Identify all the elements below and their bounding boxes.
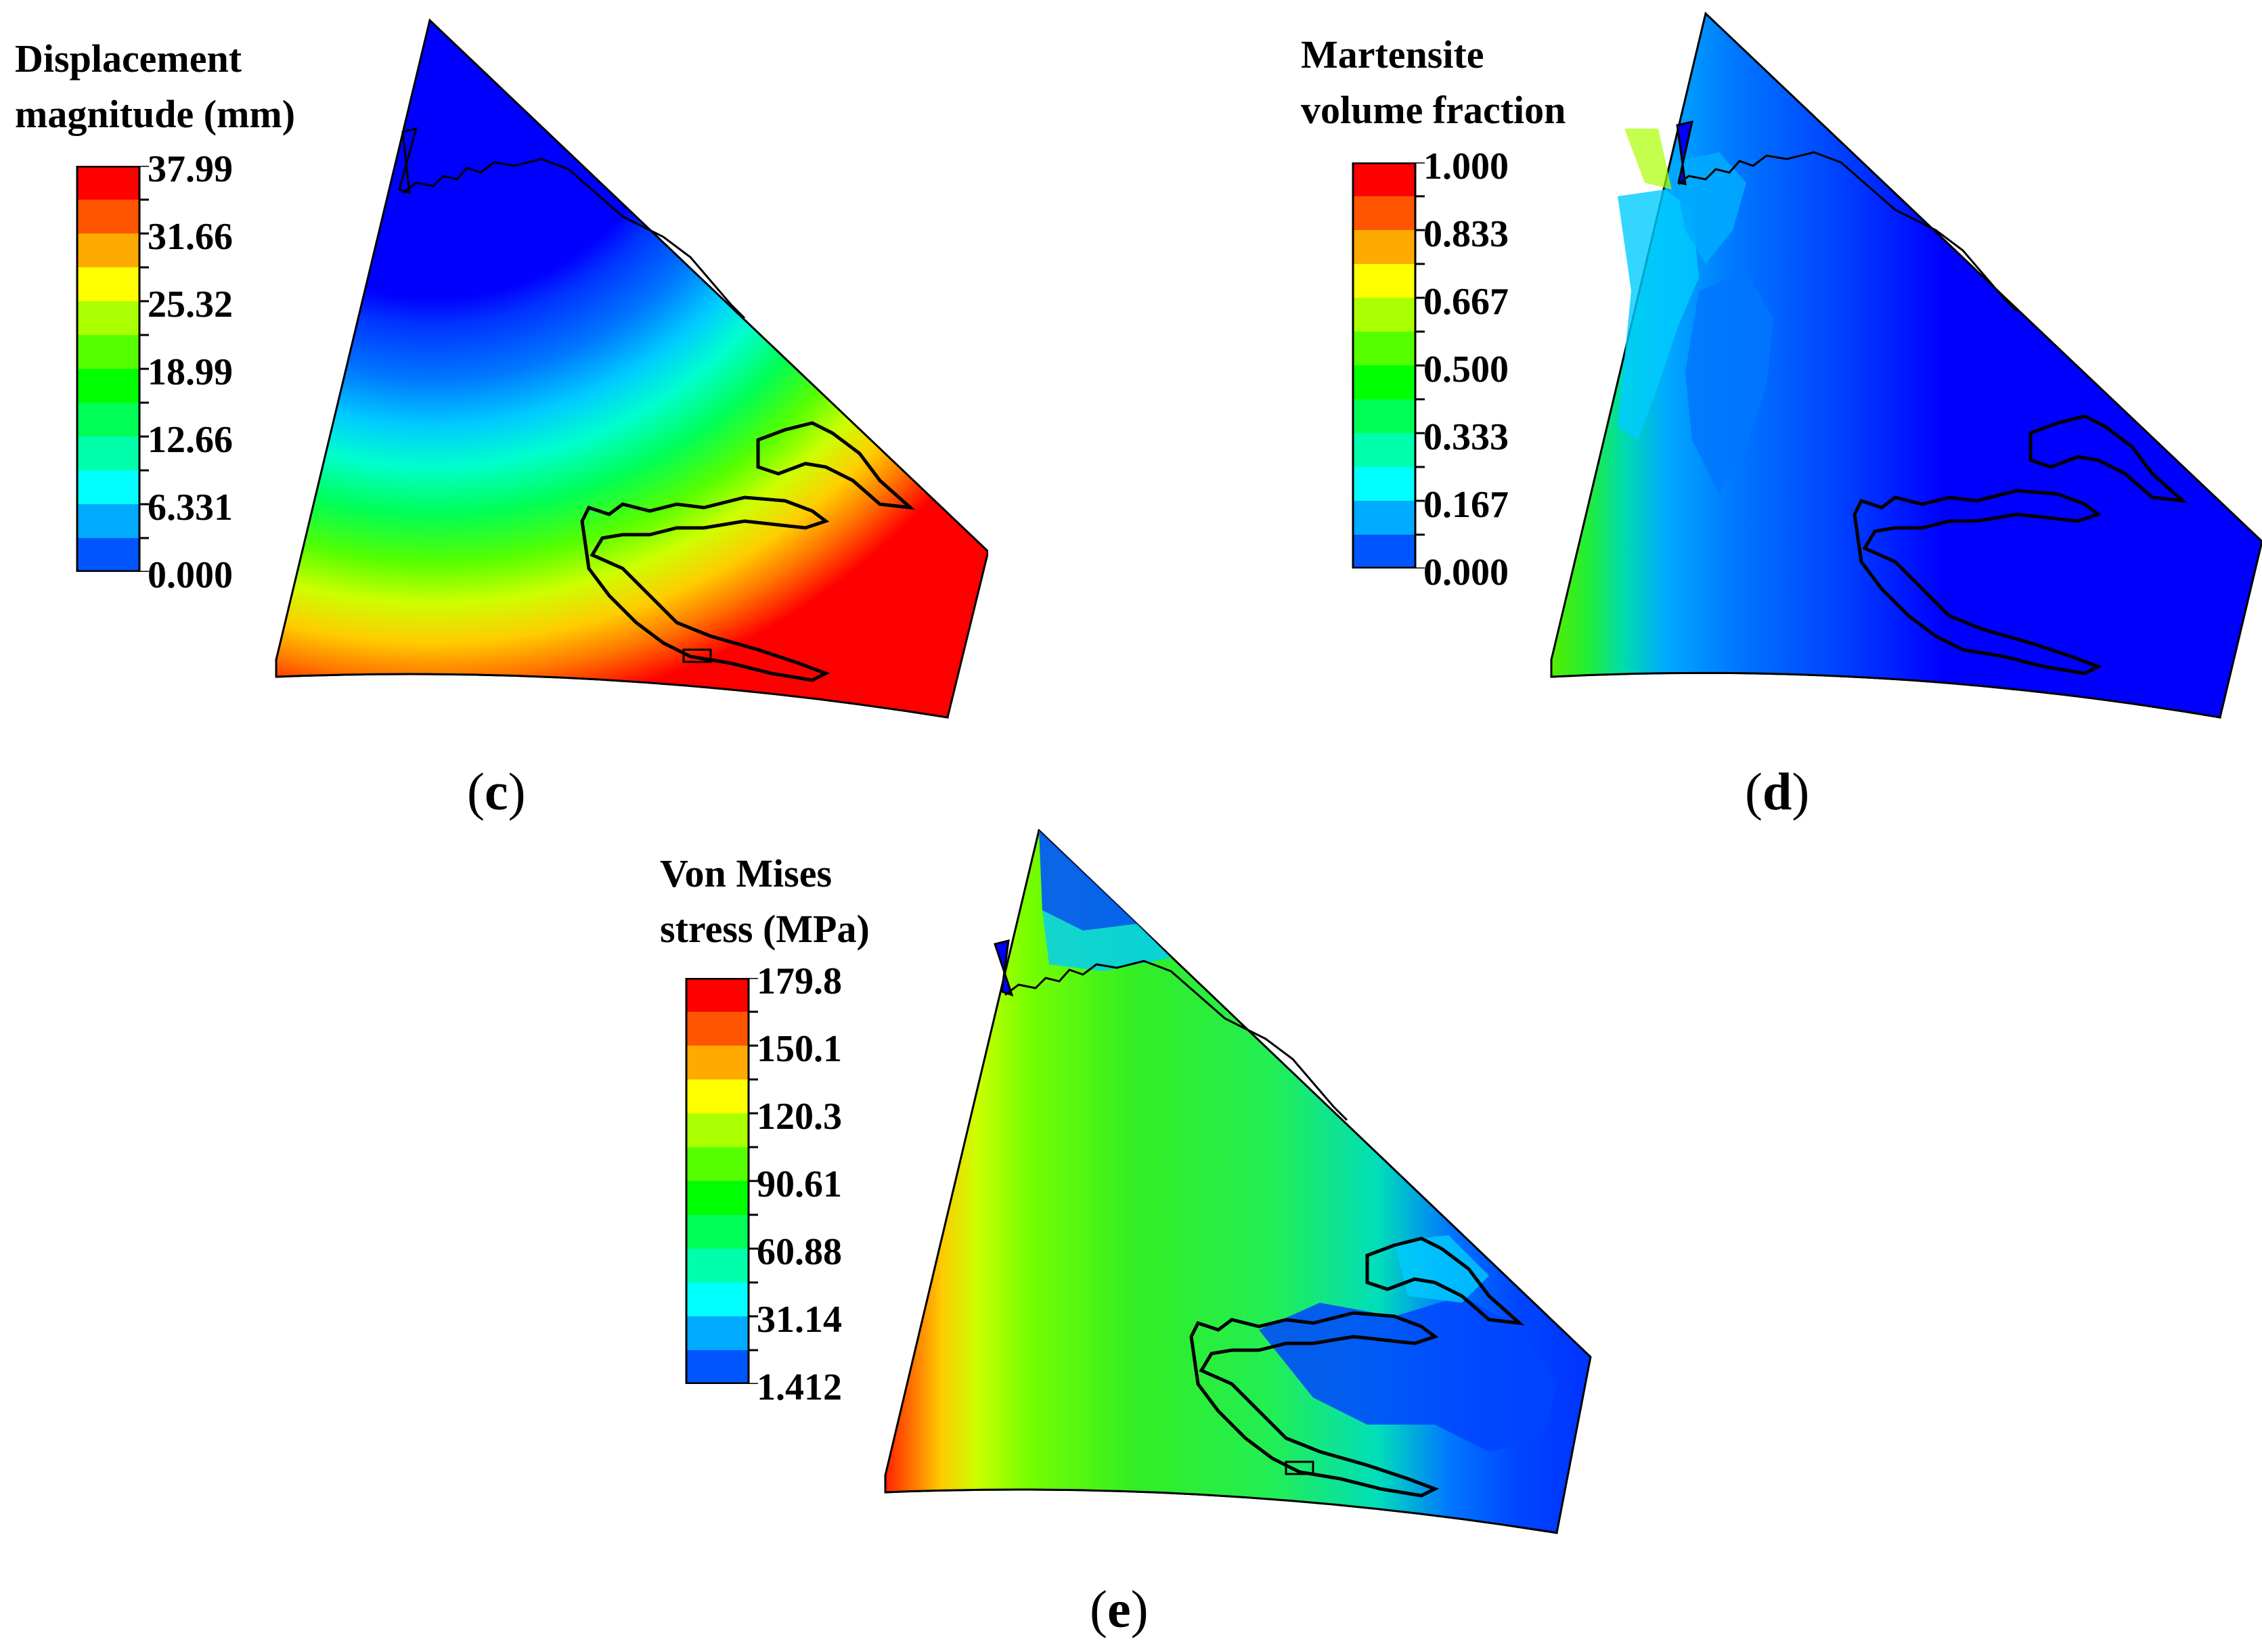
displacement-contour-plot [275, 18, 988, 719]
legend-label: 150.1 [757, 1028, 842, 1070]
legend-label: 0.833 [1423, 213, 1509, 255]
caption-paren: ) [508, 762, 526, 821]
legend-color-band [77, 437, 139, 470]
von-mises-contour-plot [884, 829, 1592, 1534]
legend-colorbar-e [685, 978, 758, 1384]
legend-title-e: Von Mises stress (MPa) [660, 846, 870, 957]
legend-color-band [686, 1350, 749, 1384]
legend-label: 0.667 [1423, 281, 1509, 323]
legend-label: 31.66 [148, 216, 233, 258]
legend-title-line: Von Mises [660, 851, 833, 895]
legend-label: 0.167 [1423, 484, 1509, 526]
legend-color-band [77, 200, 139, 233]
panel-caption-d: (d) [1745, 765, 1809, 819]
legend-label: 0.000 [148, 554, 233, 596]
legend-colorbar-c [76, 166, 149, 572]
legend-color-band [77, 166, 139, 200]
legend-title-line: Martensite [1301, 32, 1484, 76]
legend-color-band [1353, 433, 1415, 467]
caption-paren: ( [467, 762, 485, 821]
legend-label: 0.333 [1423, 416, 1509, 458]
legend-label: 179.8 [757, 960, 842, 1002]
legend-color-band [77, 470, 139, 504]
caption-paren: ( [1745, 762, 1762, 821]
legend-border [685, 978, 750, 1384]
caption-paren: ) [1792, 762, 1810, 821]
legend-label: 60.88 [757, 1231, 842, 1273]
legend-color-band [686, 1282, 749, 1316]
legend-color-band [686, 1181, 749, 1215]
legend-color-band [686, 1012, 749, 1046]
legend-label: 0.500 [1423, 349, 1509, 390]
legend-color-band [1353, 365, 1415, 399]
caption-paren: ) [1130, 1580, 1149, 1638]
legend-color-band [1353, 196, 1415, 230]
legend-label: 12.66 [148, 419, 233, 461]
legend-color-band [686, 1215, 749, 1249]
legend-border [76, 166, 141, 572]
legend-color-band [77, 233, 139, 267]
legend-color-band [1353, 399, 1415, 433]
legend-color-band [1353, 332, 1415, 365]
legend-color-band [77, 267, 139, 301]
legend-color-band [1353, 298, 1415, 332]
legend-label: 1.000 [1423, 146, 1509, 187]
legend-color-band [1353, 535, 1415, 568]
legend-color-band [1353, 467, 1415, 501]
legend-color-band [686, 1249, 749, 1282]
legend-title-d: Martensite volume fraction [1301, 27, 1566, 138]
legend-label: 18.99 [148, 351, 233, 393]
legend-color-band [1353, 264, 1415, 298]
legend-colorbar-d [1352, 162, 1425, 568]
legend-color-band [686, 1113, 749, 1147]
legend-label: 0.000 [1423, 552, 1509, 594]
legend-color-band [77, 504, 139, 538]
legend-title-c: Displacement magnitude (mm) [15, 31, 295, 142]
legend-color-band [1353, 230, 1415, 264]
martensite-contour-plot [1550, 12, 2262, 719]
legend-color-band [686, 978, 749, 1012]
caption-letter: c [484, 762, 508, 821]
legend-color-band [1353, 162, 1415, 196]
legend-title-line: volume fraction [1301, 88, 1566, 132]
legend-color-band [686, 1079, 749, 1113]
legend-color-band [686, 1046, 749, 1079]
legend-color-band [77, 369, 139, 403]
legend-color-band [77, 335, 139, 369]
legend-color-band [686, 1147, 749, 1181]
legend-color-band [1353, 501, 1415, 535]
legend-color-band [686, 1316, 749, 1350]
legend-label: 31.14 [757, 1299, 842, 1341]
legend-label: 120.3 [757, 1096, 842, 1138]
legend-label: 90.61 [757, 1163, 842, 1205]
legend-label: 25.32 [148, 284, 233, 326]
caption-letter: d [1762, 762, 1792, 821]
panel-caption-c: (c) [467, 765, 526, 819]
legend-title-line: Displacement [15, 37, 242, 81]
legend-color-band [77, 538, 139, 572]
legend-color-band [77, 403, 139, 437]
legend-title-line: magnitude (mm) [15, 92, 296, 136]
legend-color-band [77, 301, 139, 335]
panel-caption-e: (e) [1090, 1582, 1149, 1636]
caption-letter: e [1107, 1580, 1131, 1638]
legend-label: 37.99 [148, 148, 233, 190]
legend-title-line: stress (MPa) [660, 907, 870, 951]
caption-paren: ( [1090, 1580, 1107, 1638]
legend-label: 6.331 [148, 487, 233, 529]
legend-border [1352, 162, 1417, 568]
legend-label: 1.412 [757, 1366, 842, 1408]
